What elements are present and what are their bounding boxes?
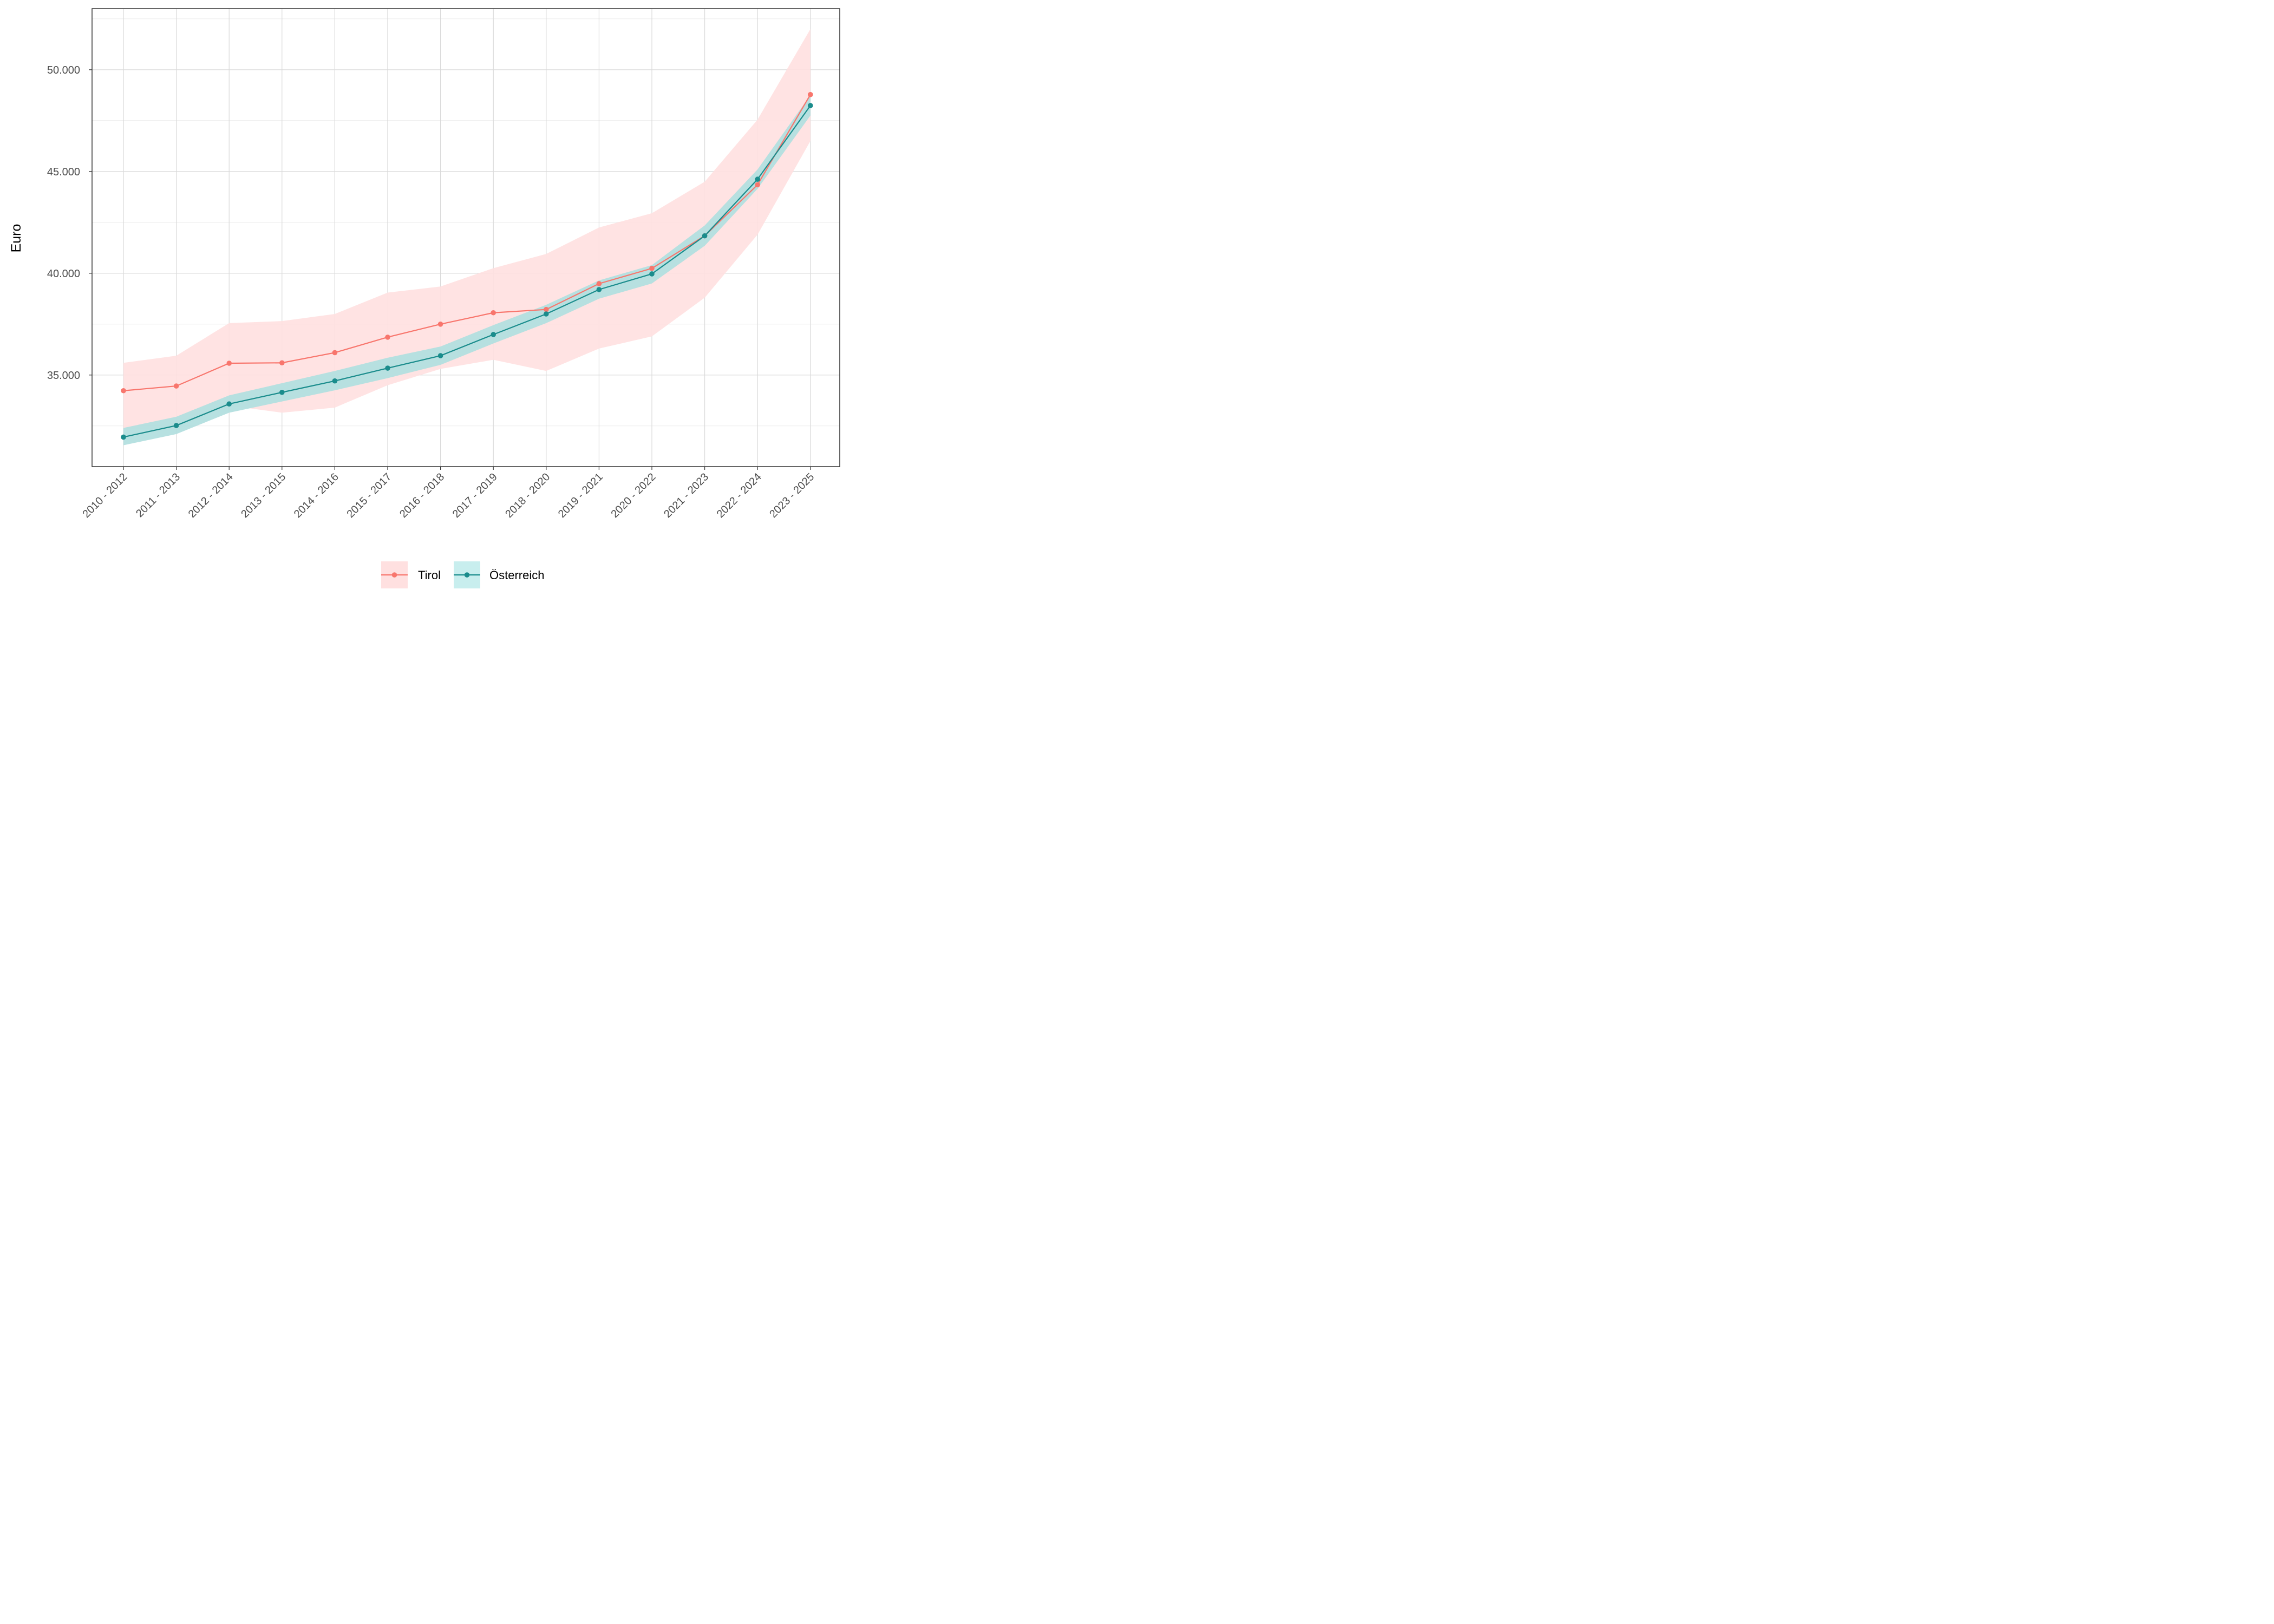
data-point [121, 388, 126, 394]
y-axis-ticks: 35.000 40.000 45.000 50.000 [47, 64, 92, 382]
x-tick-label: 2014 - 2016 [292, 471, 341, 520]
legend-key-tirol-point [391, 572, 397, 578]
legend-key-oesterreich-point [464, 572, 470, 578]
series-line-österreich [123, 105, 811, 438]
data-point [385, 365, 390, 371]
data-point [173, 423, 179, 428]
y-tick-label: 40.000 [47, 268, 80, 280]
data-point [491, 310, 496, 316]
x-tick-label: 2017 - 2019 [450, 471, 500, 520]
x-tick-label: 2015 - 2017 [344, 471, 394, 520]
x-tick-label: 2022 - 2024 [715, 471, 764, 520]
data-point [649, 271, 655, 277]
minor-gridlines [92, 18, 840, 427]
data-point [385, 335, 390, 340]
legend-label: Tirol [418, 568, 441, 582]
legend: Tirol Österreich [381, 561, 544, 588]
data-point [437, 322, 443, 327]
series-line-tirol [123, 94, 811, 391]
data-point [437, 353, 443, 358]
x-tick-label: 2012 - 2014 [186, 471, 236, 520]
data-point [491, 332, 496, 337]
x-tick-label: 2016 - 2018 [397, 471, 447, 520]
line-chart: 35.000 40.000 45.000 50.000 2010 - 2012 2011… [9, 8, 840, 588]
data-point [702, 233, 708, 239]
confidence-band-tirol [123, 29, 811, 429]
x-tick-label: 2021 - 2023 [662, 471, 711, 520]
data-point [755, 182, 760, 188]
data-point [649, 265, 655, 271]
series-points [121, 91, 813, 440]
data-point [332, 350, 338, 356]
data-point [226, 361, 232, 366]
x-tick-label: 2019 - 2021 [556, 471, 605, 520]
x-tick-label: 2010 - 2012 [80, 471, 129, 520]
data-point [279, 360, 285, 366]
x-tick-label: 2013 - 2015 [239, 471, 288, 520]
y-tick-label: 50.000 [47, 64, 80, 76]
y-tick-label: 45.000 [47, 166, 80, 178]
confidence-bands [123, 29, 811, 446]
data-point [121, 434, 126, 440]
legend-label: Österreich [489, 568, 544, 582]
y-tick-label: 35.000 [47, 370, 80, 382]
plot-panel-border [92, 8, 840, 467]
data-point [808, 103, 813, 108]
x-axis-ticks: 2010 - 2012 2011 - 2013 2012 - 2014 2013 - … [80, 467, 816, 520]
x-tick-label: 2011 - 2013 [134, 471, 182, 520]
x-tick-label: 2020 - 2022 [609, 471, 658, 520]
data-point [544, 311, 549, 317]
data-point [755, 176, 760, 182]
data-point [808, 91, 813, 97]
y-axis-title: Euro [9, 224, 24, 253]
data-point [332, 378, 338, 384]
data-point [173, 383, 179, 389]
series-lines [123, 94, 811, 438]
data-point [279, 389, 285, 395]
x-tick-label: 2023 - 2025 [767, 471, 816, 520]
data-point [596, 281, 602, 286]
x-tick-label: 2018 - 2020 [503, 471, 552, 520]
data-point [544, 306, 549, 312]
data-point [226, 401, 232, 407]
data-point [596, 287, 602, 292]
